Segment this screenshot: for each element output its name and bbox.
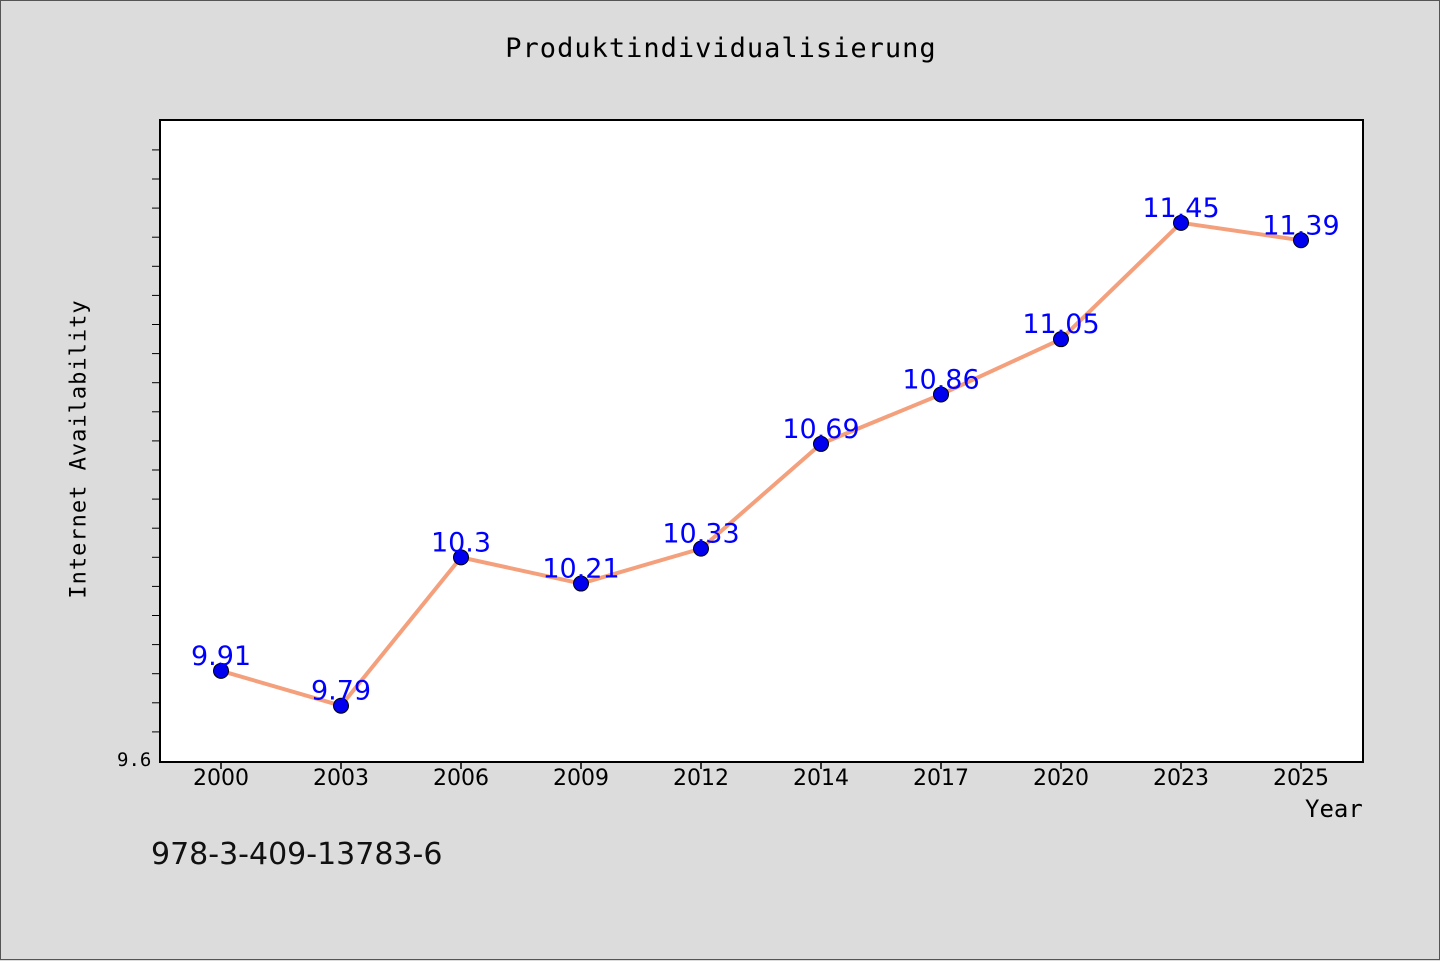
data-label: 9.79 xyxy=(311,676,371,707)
y-tick-label: 9.6 xyxy=(117,749,152,771)
data-label: 9.91 xyxy=(191,641,251,672)
data-point xyxy=(1053,331,1069,348)
data-point xyxy=(1173,214,1189,231)
x-tick-label: 2025 xyxy=(1273,766,1329,791)
data-point xyxy=(1293,232,1309,249)
series-line xyxy=(220,220,1302,708)
data-point xyxy=(813,435,829,452)
x-tick-label: 2003 xyxy=(313,766,369,791)
chart-title: Produktindividualisierung xyxy=(505,33,937,64)
x-tick-label: 2006 xyxy=(433,766,489,791)
x-tick-label: 2020 xyxy=(1033,766,1089,791)
data-label: 10.86 xyxy=(902,364,979,395)
x-axis-label: Year xyxy=(1305,795,1363,823)
data-point xyxy=(693,540,709,557)
plot-area xyxy=(159,119,1364,763)
data-label: 10.69 xyxy=(782,414,859,445)
data-point xyxy=(933,386,949,403)
data-label: 11.39 xyxy=(1262,210,1339,241)
x-tick-label: 2000 xyxy=(193,766,249,791)
x-tick-label: 2009 xyxy=(553,766,609,791)
data-point xyxy=(333,697,349,714)
data-label: 10.33 xyxy=(662,519,739,550)
data-point xyxy=(453,549,469,566)
data-label: 10.3 xyxy=(431,527,491,558)
x-tick-label: 2017 xyxy=(913,766,969,791)
data-label: 11.05 xyxy=(1022,309,1099,340)
isbn-annotation: 978-3-409-13783-6 xyxy=(151,837,443,872)
data-point xyxy=(573,575,589,592)
x-tick-label: 2023 xyxy=(1153,766,1209,791)
data-label: 10.21 xyxy=(542,554,619,585)
x-tick-label: 2012 xyxy=(673,766,729,791)
data-point xyxy=(213,662,229,679)
x-tick-label: 2014 xyxy=(793,766,849,791)
data-label: 11.45 xyxy=(1142,193,1219,224)
